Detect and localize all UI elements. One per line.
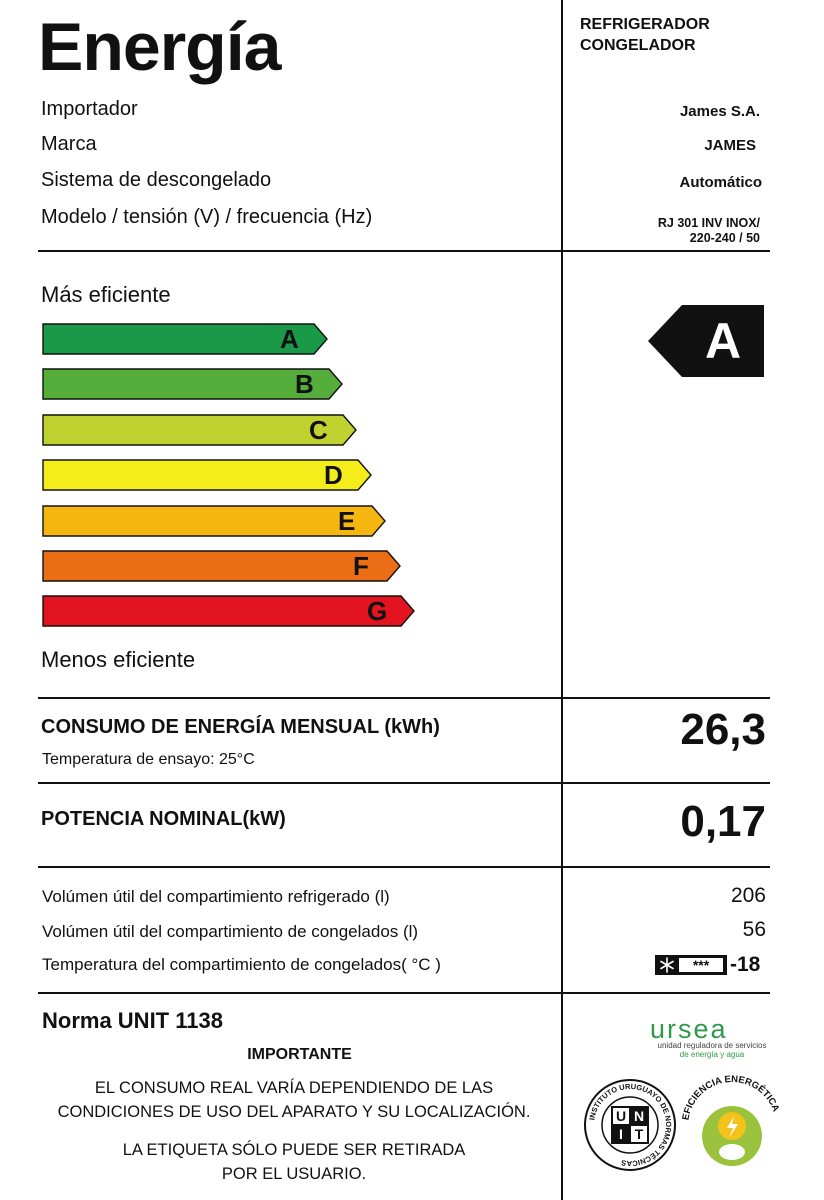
ursea-subtitle-line-2: de energía y agua	[679, 1050, 745, 1059]
defrost-value: Automático	[679, 174, 763, 191]
test-temperature: Temperatura de ensayo: 25°C	[42, 751, 255, 768]
freezer-temp-value: -18	[730, 953, 761, 976]
defrost-label: Sistema de descongelado	[41, 169, 272, 191]
svg-text:***: ***	[693, 957, 710, 973]
efficiency-bar-letter: B	[295, 369, 314, 399]
efficiency-bar-letter: E	[338, 506, 356, 536]
importer-label: Importador	[41, 98, 138, 120]
brand-value: JAMES	[704, 137, 756, 154]
efficiency-bar-letter: C	[309, 415, 328, 445]
efficiency-bar-b: B	[42, 368, 343, 400]
model-value-line-1: RJ 301 INV INOX/	[657, 216, 760, 230]
svg-text:U: U	[616, 1108, 626, 1124]
efficiency-bar-e: E	[42, 505, 386, 537]
efficiency-bar-g: G	[42, 595, 415, 627]
norma-label: Norma UNIT 1138	[42, 1008, 223, 1033]
efficiency-bar-letter: F	[353, 551, 369, 581]
freezer-temp-label: Temperatura del compartimiento de congel…	[42, 955, 441, 974]
rating-arrow: A	[648, 305, 764, 377]
power-value: 0,17	[680, 797, 766, 846]
efficiency-bar-f: F	[42, 550, 401, 582]
divider-volumes	[38, 992, 770, 994]
notice-removal-line-2: POR EL USUARIO.	[221, 1165, 367, 1183]
svg-text:T: T	[635, 1126, 644, 1142]
energy-efficiency-seal-logo: EFICIENCIA ENERGÉTICA	[680, 1074, 784, 1178]
notice-consumption-line-1: EL CONSUMO REAL VARÍA DEPENDIENDO DE LAS	[94, 1079, 494, 1097]
divider-power	[38, 866, 770, 868]
consumption-label: CONSUMO DE ENERGÍA MENSUAL (kWh)	[41, 716, 440, 738]
notice-removal-line-1: LA ETIQUETA SÓLO PUEDE SER RETIRADA	[122, 1141, 466, 1159]
notice-consumption-line-2: CONDICIONES DE USO DEL APARATO Y SU LOCA…	[57, 1103, 531, 1121]
ursea-subtitle: unidad reguladora de servicios de energí…	[652, 1041, 772, 1059]
label-title: Energía	[38, 9, 281, 85]
consumption-value: 26,3	[680, 705, 766, 754]
divider-scale	[38, 697, 770, 699]
freezer-star-rating-icon: ***	[655, 955, 727, 975]
ursea-subtitle-line-1: unidad reguladora de servicios	[657, 1041, 767, 1050]
important-heading: IMPORTANTE	[247, 1046, 352, 1063]
efficiency-bar-d: D	[42, 459, 372, 491]
fridge-volume-value: 206	[730, 884, 766, 907]
rating-letter: A	[704, 313, 742, 369]
ursea-logo: ursea	[650, 1014, 728, 1044]
efficiency-bar-letter: A	[280, 324, 299, 354]
scale-top-label: Más eficiente	[41, 282, 171, 307]
category-line-1: REFRIGERADOR	[580, 16, 710, 33]
vertical-divider	[561, 0, 563, 1200]
notice-removal: LA ETIQUETA SÓLO PUEDE SER RETIRADA POR …	[38, 1138, 550, 1186]
divider-specs	[38, 250, 770, 252]
category-line-2: CONGELADOR	[580, 37, 696, 54]
notice-consumption: EL CONSUMO REAL VARÍA DEPENDIENDO DE LAS…	[38, 1076, 550, 1124]
brand-label: Marca	[41, 133, 97, 155]
importer-value: James S.A.	[679, 103, 760, 120]
model-value-line-2: 220-240 / 50	[689, 231, 760, 245]
model-value: RJ 301 INV INOX/ 220-240 / 50	[658, 216, 760, 246]
divider-consumption	[38, 782, 770, 784]
appliance-category: REFRIGERADOR CONGELADOR	[580, 14, 710, 56]
model-label: Modelo / tensión (V) / frecuencia (Hz)	[41, 206, 373, 228]
fridge-volume-label: Volúmen útil del compartimiento refriger…	[42, 887, 390, 906]
freezer-volume-value: 56	[742, 918, 766, 941]
unit-seal-logo: INSTITUTO URUGUAYO DE NORMAS TÉCNICAS U …	[583, 1078, 677, 1172]
svg-text:N: N	[634, 1108, 644, 1124]
power-label: POTENCIA NOMINAL(kW)	[41, 808, 286, 830]
svg-text:I: I	[619, 1126, 623, 1142]
rating-arrow-shape	[648, 305, 764, 377]
scale-bottom-label: Menos eficiente	[41, 647, 196, 672]
efficiency-bar-a: A	[42, 323, 328, 355]
efficiency-bar-letter: G	[367, 596, 388, 626]
efficiency-bar-c: C	[42, 414, 357, 446]
freezer-volume-label: Volúmen útil del compartimiento de conge…	[42, 922, 419, 941]
efficiency-bar-letter: D	[324, 460, 343, 490]
